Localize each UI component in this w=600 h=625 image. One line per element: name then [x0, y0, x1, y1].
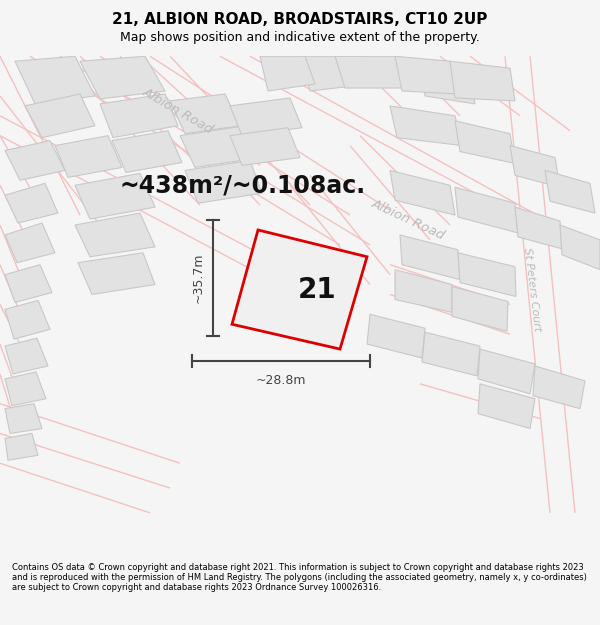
Text: St Peters Court: St Peters Court	[522, 247, 542, 332]
Polygon shape	[545, 171, 595, 213]
Text: Map shows position and indicative extent of the property.: Map shows position and indicative extent…	[120, 31, 480, 44]
Text: ~35.7m: ~35.7m	[192, 253, 205, 303]
Polygon shape	[452, 286, 508, 331]
Polygon shape	[5, 372, 46, 406]
Polygon shape	[478, 384, 535, 429]
Polygon shape	[260, 56, 315, 91]
Text: Albion Road: Albion Road	[369, 198, 447, 242]
Polygon shape	[100, 94, 178, 138]
Polygon shape	[5, 404, 42, 434]
Polygon shape	[400, 235, 460, 279]
Polygon shape	[395, 269, 452, 312]
Polygon shape	[515, 207, 562, 249]
Polygon shape	[395, 56, 458, 94]
Polygon shape	[455, 188, 518, 233]
Polygon shape	[78, 253, 155, 294]
Text: Contains OS data © Crown copyright and database right 2021. This information is : Contains OS data © Crown copyright and d…	[12, 562, 587, 592]
Polygon shape	[458, 253, 516, 296]
Text: ~28.8m: ~28.8m	[256, 374, 306, 387]
Polygon shape	[5, 141, 65, 181]
Polygon shape	[112, 131, 182, 173]
Polygon shape	[335, 56, 405, 88]
Polygon shape	[5, 301, 50, 339]
Polygon shape	[232, 230, 367, 349]
Polygon shape	[533, 366, 585, 409]
Text: 21, ALBION ROAD, BROADSTAIRS, CT10 2UP: 21, ALBION ROAD, BROADSTAIRS, CT10 2UP	[112, 12, 488, 28]
Polygon shape	[510, 146, 560, 188]
Polygon shape	[422, 332, 480, 376]
Polygon shape	[25, 94, 95, 138]
Polygon shape	[170, 94, 240, 134]
Polygon shape	[75, 213, 155, 257]
Polygon shape	[55, 136, 122, 178]
Polygon shape	[80, 56, 165, 99]
Polygon shape	[5, 183, 58, 223]
Polygon shape	[560, 225, 600, 269]
Polygon shape	[5, 434, 38, 460]
Polygon shape	[75, 173, 155, 219]
Polygon shape	[180, 126, 260, 168]
Polygon shape	[300, 56, 370, 91]
Text: ~438m²/~0.108ac.: ~438m²/~0.108ac.	[120, 173, 366, 198]
Polygon shape	[390, 106, 462, 146]
Polygon shape	[367, 314, 425, 358]
Polygon shape	[5, 223, 55, 262]
Text: Albion Road: Albion Road	[140, 86, 215, 136]
Polygon shape	[455, 121, 515, 164]
Polygon shape	[360, 56, 428, 88]
Polygon shape	[185, 161, 262, 203]
Polygon shape	[5, 265, 52, 302]
Polygon shape	[478, 349, 535, 394]
Polygon shape	[230, 98, 302, 136]
Polygon shape	[5, 338, 48, 374]
Polygon shape	[230, 127, 300, 166]
Text: 21: 21	[298, 276, 337, 304]
Polygon shape	[390, 171, 455, 215]
Polygon shape	[450, 61, 515, 101]
Polygon shape	[420, 66, 475, 104]
Polygon shape	[15, 56, 95, 104]
